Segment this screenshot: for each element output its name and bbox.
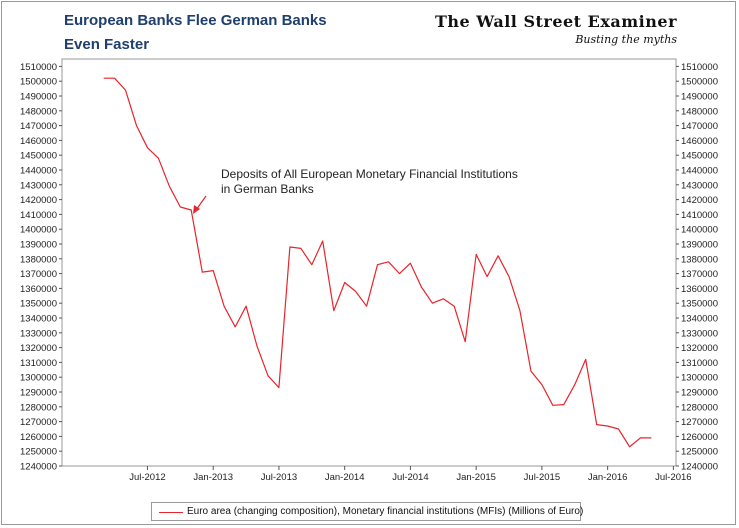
annotation-text-line2: in German Banks [221,182,314,196]
annotation-text: Deposits of All European Monetary Financ… [221,167,518,181]
y-tick-label-right: 1510000 [681,62,718,73]
y-tick-label-left: 1330000 [20,328,57,339]
x-tick-label: Jan-2013 [193,472,233,483]
y-tick-label-right: 1460000 [681,136,718,147]
y-tick-label-left: 1460000 [20,136,57,147]
y-tick-label-right: 1340000 [681,314,718,325]
y-tick-label-right: 1450000 [681,151,718,162]
legend-label: Euro area (changing composition), Moneta… [187,506,584,517]
x-tick-label: Jan-2016 [588,472,628,483]
y-tick-label-right: 1500000 [681,77,718,88]
y-tick-label-left: 1450000 [20,151,57,162]
y-tick-label-right: 1300000 [681,373,718,384]
y-tick-label-left: 1500000 [20,77,57,88]
y-tick-label-right: 1360000 [681,284,718,295]
brand-tagline: Busting the myths [575,33,677,46]
y-tick-label-left: 1280000 [20,402,57,413]
y-tick-label-right: 1260000 [681,432,718,443]
y-tick-label-left: 1440000 [20,166,57,177]
y-tick-label-right: 1320000 [681,343,718,354]
chart-title-line2: Even Faster [64,36,150,53]
legend-swatch [159,512,183,513]
y-tick-label-right: 1480000 [681,106,718,117]
y-tick-label-right: 1250000 [681,447,718,458]
y-tick-label-left: 1480000 [20,106,57,117]
y-axis-right: 1240000 1250000 1260000 1270000 1280000 12900… [676,62,718,473]
x-tick-label: Jul-2015 [524,472,560,483]
y-tick-label-left: 1260000 [20,432,57,443]
y-tick-label-right: 1390000 [681,240,718,251]
plot-area [61,58,677,467]
y-tick-label-right: 1380000 [681,254,718,265]
y-axis-left: 1240000 1250000 1260000 1270000 1280000 12900… [20,62,62,473]
y-tick-label-left: 1290000 [20,388,57,399]
y-tick-label-right: 1430000 [681,180,718,191]
x-tick-label: Jul-2012 [129,472,165,483]
y-tick-label-left: 1510000 [20,62,57,73]
y-tick-label-left: 1270000 [20,417,57,428]
x-tick-label: Jan-2015 [456,472,496,483]
y-tick-label-left: 1340000 [20,314,57,325]
y-tick-label-left: 1390000 [20,240,57,251]
y-tick-label-right: 1420000 [681,195,718,206]
y-tick-label-left: 1370000 [20,269,57,280]
y-tick-label-left: 1350000 [20,299,57,310]
y-tick-label-left: 1430000 [20,180,57,191]
y-tick-label-right: 1370000 [681,269,718,280]
y-tick-label-left: 1420000 [20,195,57,206]
x-tick-label: Jul-2014 [392,472,428,483]
y-tick-label-right: 1400000 [681,225,718,236]
y-tick-label-right: 1330000 [681,328,718,339]
legend: Euro area (changing composition), Moneta… [151,502,584,521]
y-tick-label-left: 1320000 [20,343,57,354]
y-tick-label-right: 1280000 [681,402,718,413]
y-tick-label-right: 1290000 [681,388,718,399]
x-tick-label: Jul-2016 [655,472,691,483]
y-tick-label-right: 1270000 [681,417,718,428]
y-tick-label-left: 1300000 [20,373,57,384]
y-tick-label-left: 1250000 [20,447,57,458]
chart-title: European Banks Flee German Banks [64,12,327,29]
y-tick-label-right: 1240000 [681,462,718,473]
y-tick-label-left: 1310000 [20,358,57,369]
y-tick-label-left: 1490000 [20,92,57,103]
x-axis: Jul-2012 Jan-2013 Jul-2013 Jan-2014 Jul-2014… [129,466,692,483]
y-tick-label-left: 1240000 [20,462,57,473]
y-tick-label-right: 1490000 [681,92,718,103]
y-tick-label-left: 1360000 [20,284,57,295]
series-group [103,77,652,448]
brand-name: The Wall Street Examiner [434,12,677,31]
y-tick-label-left: 1470000 [20,121,57,132]
y-tick-label-right: 1310000 [681,358,718,369]
y-tick-label-right: 1440000 [681,166,718,177]
y-tick-label-right: 1470000 [681,121,718,132]
series-line [103,77,652,448]
y-tick-label-left: 1410000 [20,210,57,221]
y-tick-label-right: 1410000 [681,210,718,221]
x-tick-label: Jul-2013 [261,472,297,483]
y-tick-label-left: 1380000 [20,254,57,265]
annotation-arrow [193,195,207,214]
y-tick-label-left: 1400000 [20,225,57,236]
x-tick-label: Jan-2014 [325,472,365,483]
y-tick-label-right: 1350000 [681,299,718,310]
